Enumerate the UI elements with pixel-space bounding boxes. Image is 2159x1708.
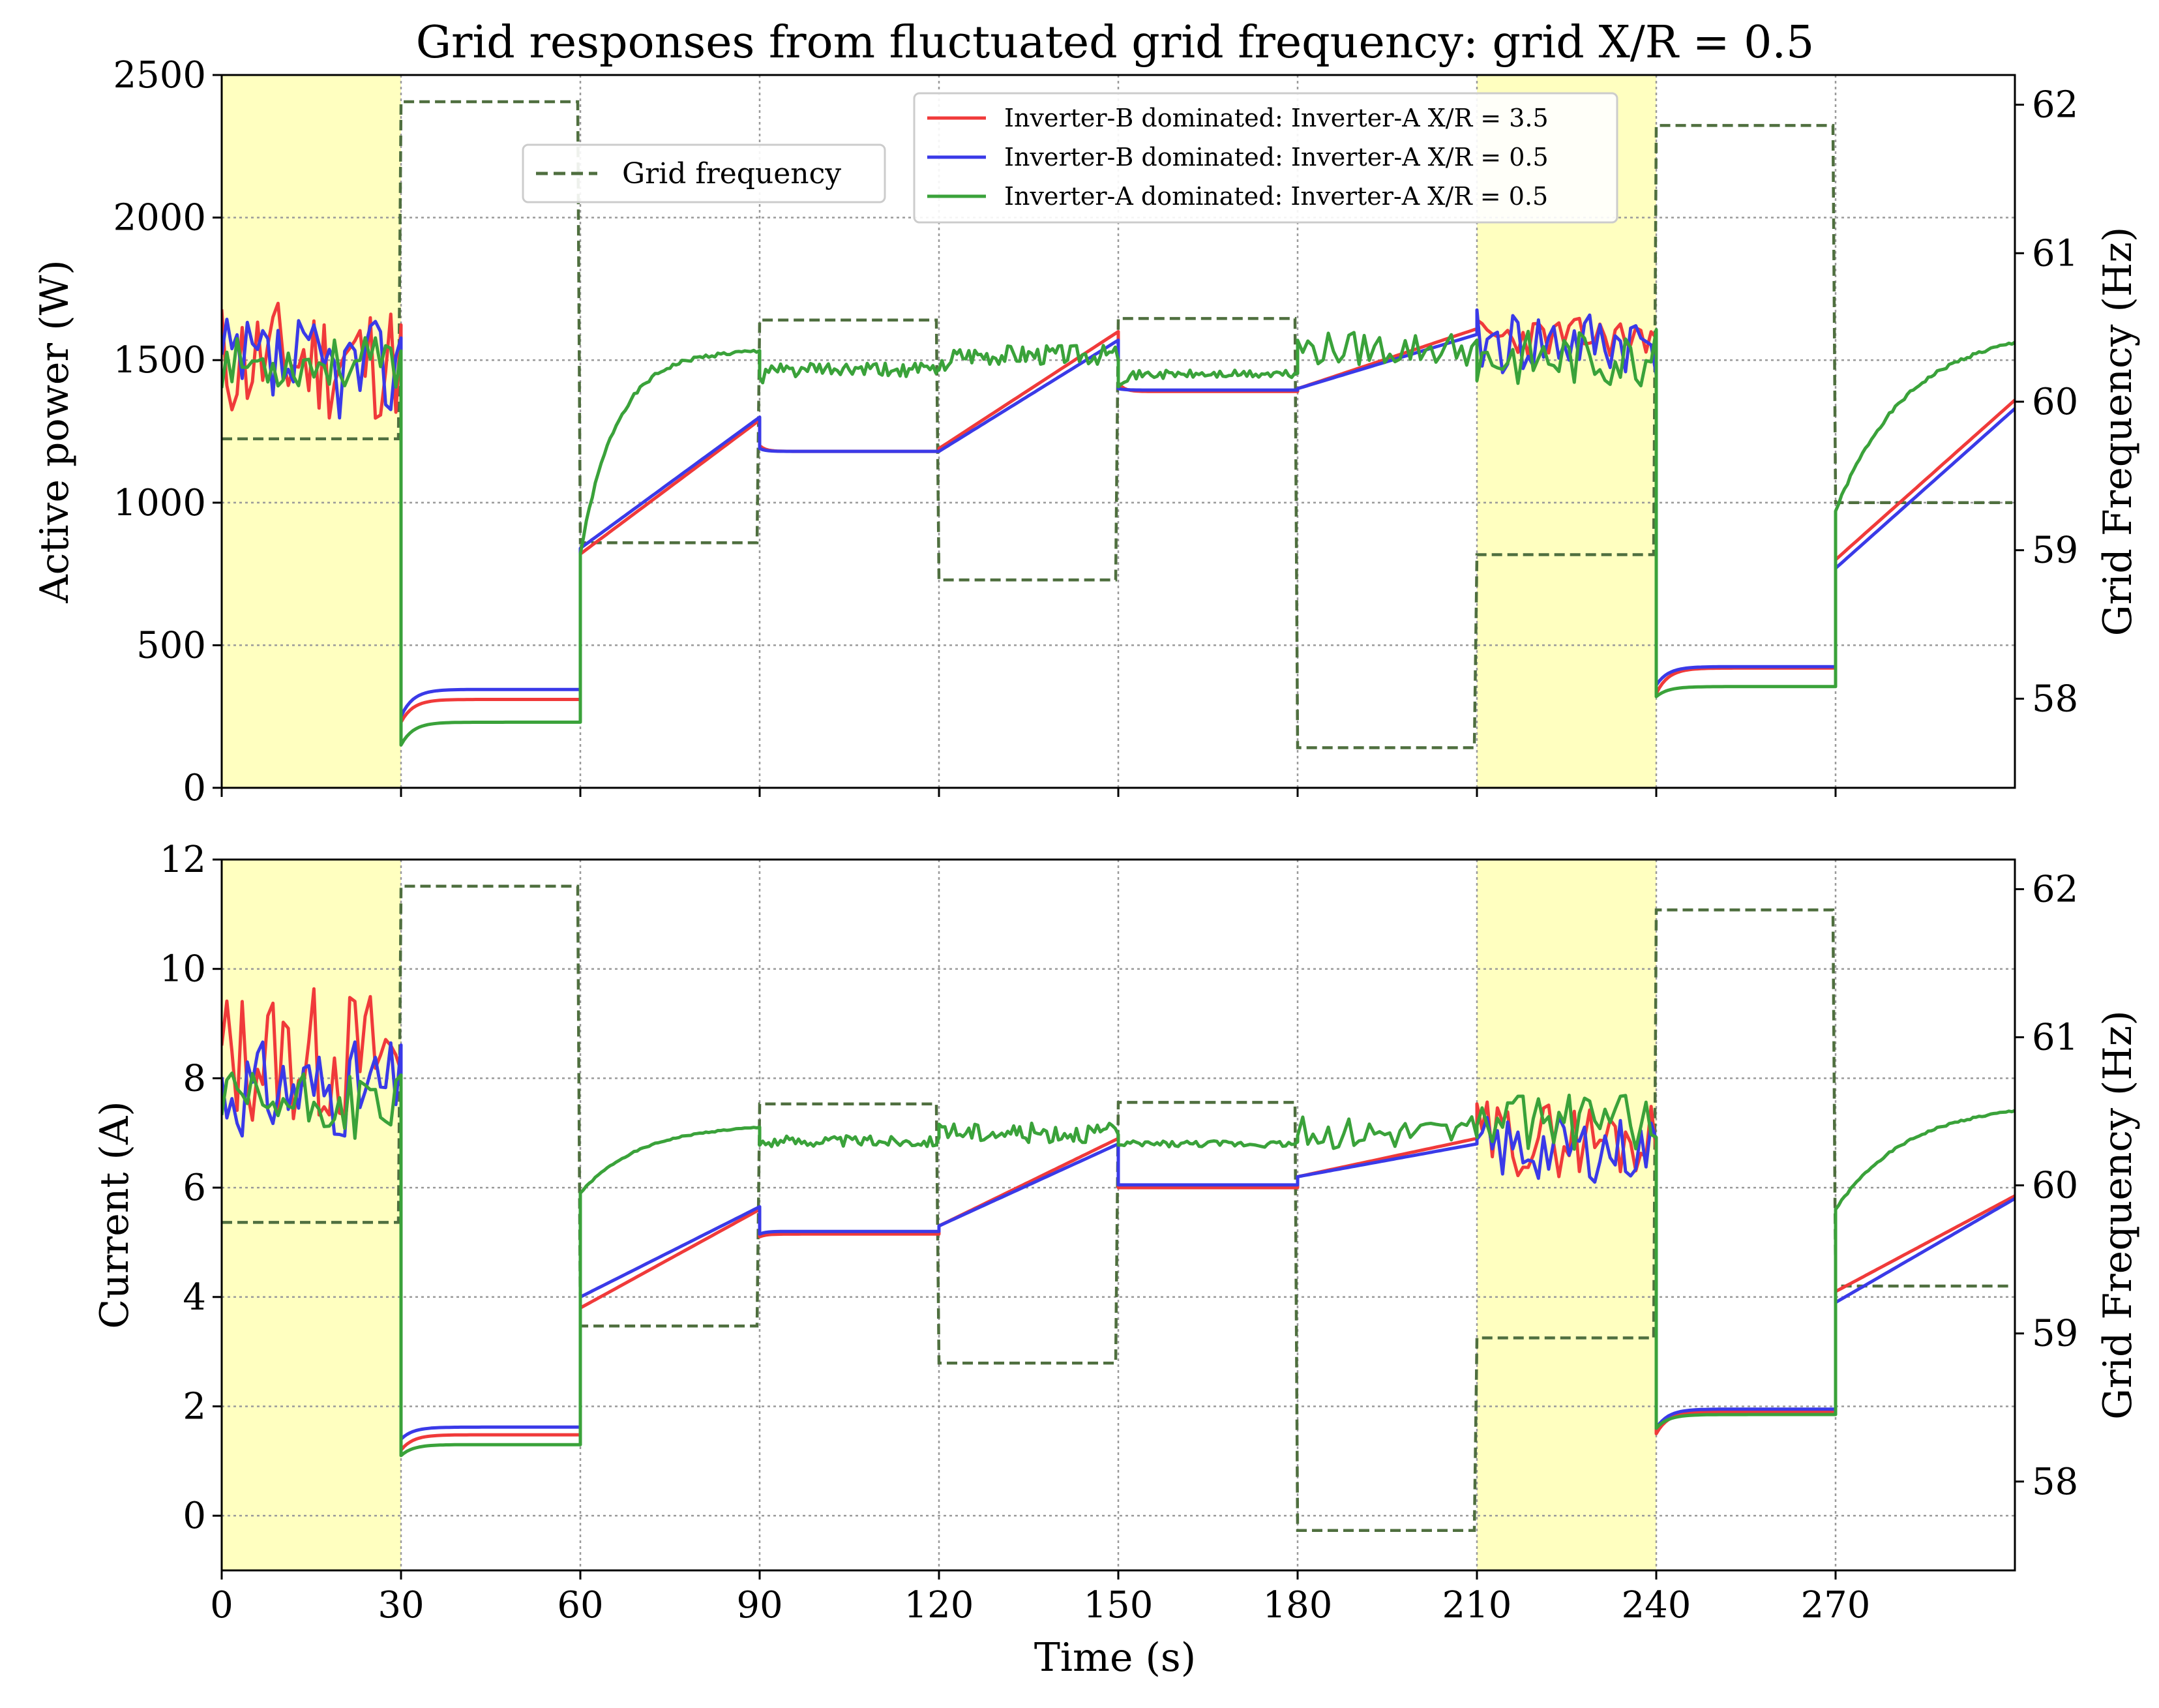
x-tick-label: 240 <box>1622 1584 1691 1626</box>
y-tick-label: 2500 <box>113 54 206 97</box>
current-panel: 0 30 60 90 120 150 180 210 240 270 0 2 4 6 8 10 12 58 59 60… <box>92 839 2141 1626</box>
power-panel: 0 500 1000 1500 2000 2500 58 59 60 61 62 Active pow… <box>32 54 2141 809</box>
y-tick-label: 0 <box>183 767 206 809</box>
frequency-line <box>222 884 2012 1532</box>
x-axis-label: Time (s) <box>1034 1635 1196 1681</box>
y-tick-label: 4 <box>183 1276 206 1319</box>
y-tick-label: 1000 <box>113 482 206 524</box>
y-tick-label: 2000 <box>113 197 206 239</box>
series-line-green <box>222 328 2015 747</box>
x-tick-label: 30 <box>378 1584 424 1626</box>
x-tick-label: 270 <box>1801 1584 1871 1626</box>
y2-tick-label: 59 <box>2032 1313 2078 1355</box>
x-tick-label: 60 <box>557 1584 603 1626</box>
legend-label-green: Inverter-A dominated: Inverter-A X/R = 0… <box>1004 182 1548 211</box>
series-line-blue <box>222 1040 2015 1441</box>
y2-axis-label: Grid Frequency (Hz) <box>2095 227 2141 637</box>
y-tick-label: 8 <box>183 1057 206 1100</box>
y2-tick-label: 62 <box>2032 868 2078 910</box>
x-tick-label: 210 <box>1442 1584 1512 1626</box>
y-axis-label: Current (A) <box>92 1101 138 1328</box>
y-tick-label: 12 <box>160 839 206 881</box>
legend-series: Inverter-B dominated: Inverter-A X/R = 3… <box>913 92 1618 224</box>
y2-tick-label: 60 <box>2032 381 2078 423</box>
shaded-region <box>222 860 401 1570</box>
y-tick-label: 10 <box>160 948 206 991</box>
y2-tick-label: 59 <box>2032 530 2078 572</box>
legend-frequency: Grid frequency <box>522 143 886 203</box>
shaded-region <box>222 75 401 788</box>
y-tick-label: 500 <box>136 624 206 667</box>
frequency-line <box>222 100 2012 749</box>
y2-tick-label: 60 <box>2032 1165 2078 1207</box>
legend-series-frame <box>913 92 1618 224</box>
x-tick-label: 150 <box>1084 1584 1154 1626</box>
legend-frequency-frame <box>522 143 886 203</box>
series-line-blue <box>222 308 2015 719</box>
y-tick-label: 0 <box>183 1495 206 1537</box>
y2-tick-label: 62 <box>2032 84 2078 127</box>
y-tick-label: 2 <box>183 1385 206 1428</box>
x-tick-label: 90 <box>736 1584 782 1626</box>
legend-label-red: Inverter-B dominated: Inverter-A X/R = 3… <box>1004 104 1549 132</box>
series-line-green <box>222 1071 2015 1458</box>
y-axis-label: Active power (W) <box>32 260 78 603</box>
y2-tick-label: 58 <box>2032 1461 2078 1503</box>
x-tick-label: 180 <box>1263 1584 1333 1626</box>
y2-tick-label: 61 <box>2032 1017 2078 1059</box>
x-tick-label: 120 <box>904 1584 974 1626</box>
y-tick-label: 1500 <box>113 339 206 382</box>
y2-tick-label: 58 <box>2032 678 2078 720</box>
y2-tick-label: 61 <box>2032 232 2078 275</box>
y2-axis-label: Grid Frequency (Hz) <box>2095 1010 2141 1420</box>
shaded-region <box>1477 860 1656 1570</box>
y-tick-label: 6 <box>183 1167 206 1209</box>
legend-label-blue: Inverter-B dominated: Inverter-A X/R = 0… <box>1004 143 1549 172</box>
x-tick-label: 0 <box>210 1584 233 1626</box>
figure-title: Grid responses from fluctuated grid freq… <box>416 17 1815 68</box>
legend-frequency-label: Grid frequency <box>622 157 841 190</box>
